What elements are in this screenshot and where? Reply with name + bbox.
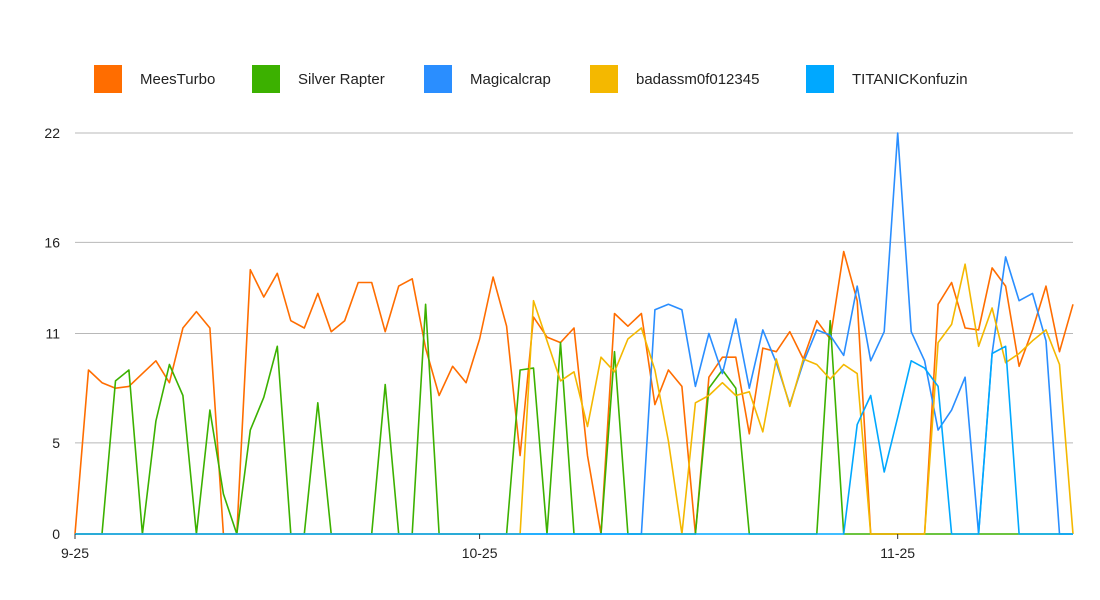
- y-tick-label: 16: [44, 234, 60, 250]
- legend-label-silver-rapter: Silver Rapter: [298, 70, 385, 88]
- legend-item-badassm0f012345[interactable]: badassm0f012345: [590, 64, 759, 94]
- y-tick-label: 11: [45, 326, 60, 342]
- y-axis-ticks: 0 5 11 16 22: [44, 125, 60, 542]
- series-line-badassm0f012345: [75, 263, 1074, 535]
- legend-swatch-magicalcrap: [424, 65, 452, 93]
- series-lines: [74, 132, 1074, 535]
- legend-item-meesturbo[interactable]: MeesTurbo: [94, 64, 215, 94]
- legend: MeesTurbo Silver Rapter Magicalcrap bada…: [0, 64, 1100, 96]
- legend-swatch-silver-rapter: [252, 65, 280, 93]
- legend-label-magicalcrap: Magicalcrap: [470, 70, 551, 88]
- legend-item-silver-rapter[interactable]: Silver Rapter: [252, 64, 385, 94]
- y-tick-label: 22: [44, 125, 60, 141]
- legend-item-magicalcrap[interactable]: Magicalcrap: [424, 64, 551, 94]
- x-tick-label: 11-25: [880, 545, 915, 561]
- y-tick-label: 5: [52, 435, 60, 451]
- legend-swatch-meesturbo: [94, 65, 122, 93]
- x-tick-label: 9-25: [61, 545, 89, 561]
- y-tick-label: 0: [52, 526, 60, 542]
- series-line-silver-rapter: [75, 303, 1073, 535]
- legend-swatch-badassm0f012345: [590, 65, 618, 93]
- x-tick-label: 10-25: [462, 545, 498, 561]
- series-line-titanickonfuzin: [75, 345, 1073, 535]
- legend-swatch-titanickonfuzin: [806, 65, 834, 93]
- legend-label-badassm0f012345: badassm0f012345: [636, 70, 760, 88]
- legend-label-titanickonfuzin: TITANICKonfuzin: [852, 70, 968, 88]
- series-line-meesturbo: [74, 250, 1074, 535]
- x-axis-ticks: 9-25 10-25 11-25: [61, 534, 915, 561]
- legend-label-meesturbo: MeesTurbo: [140, 70, 216, 88]
- legend-item-titanickonfuzin[interactable]: TITANICKonfuzin: [806, 64, 968, 94]
